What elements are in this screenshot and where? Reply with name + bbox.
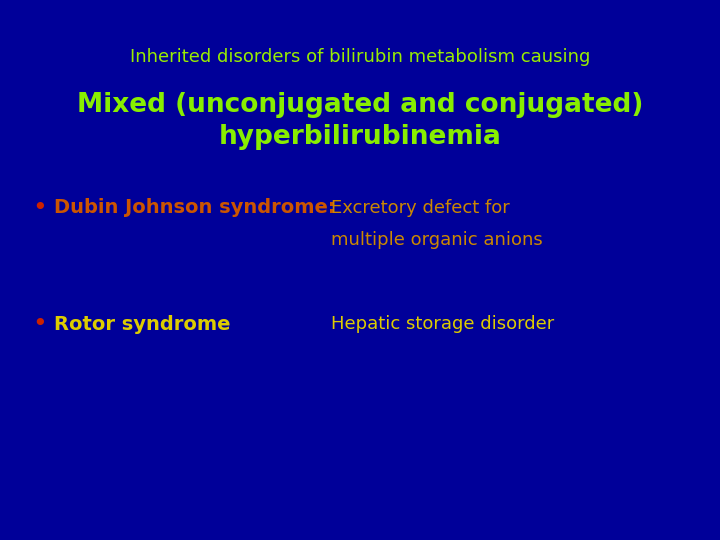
- Text: Hepatic storage disorder: Hepatic storage disorder: [331, 315, 554, 333]
- Text: multiple organic anions: multiple organic anions: [331, 231, 543, 249]
- Text: Inherited disorders of bilirubin metabolism causing: Inherited disorders of bilirubin metabol…: [130, 48, 590, 66]
- Text: Rotor syndrome: Rotor syndrome: [54, 314, 230, 334]
- Text: •: •: [32, 196, 47, 220]
- Text: Excretory defect for: Excretory defect for: [331, 199, 510, 217]
- Text: Mixed (unconjugated and conjugated)
hyperbilirubinemia: Mixed (unconjugated and conjugated) hype…: [77, 92, 643, 151]
- Text: Dubin Johnson syndrome:: Dubin Johnson syndrome:: [54, 198, 336, 218]
- Text: •: •: [32, 312, 47, 336]
